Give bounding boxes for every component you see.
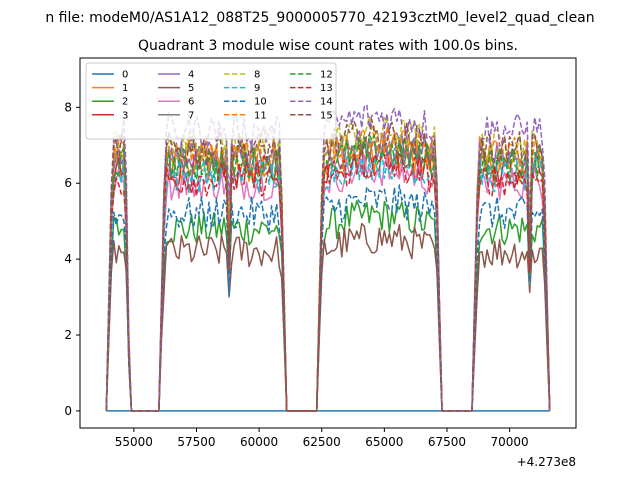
x-tick-label: 62500 — [303, 435, 341, 449]
legend-label-11: 11 — [254, 110, 267, 121]
series-line-6 — [105, 153, 551, 412]
legend-label-12: 12 — [320, 70, 333, 81]
legend-label-7: 7 — [188, 110, 194, 121]
series-line-2 — [105, 200, 551, 412]
x-tick-label: 67500 — [428, 435, 466, 449]
y-tick-label: 2 — [64, 328, 72, 342]
x-offset-label: +4.273e8 — [517, 455, 576, 469]
series-line-10 — [105, 184, 551, 412]
y-tick-label: 0 — [64, 404, 72, 418]
x-tick-label: 55000 — [115, 435, 153, 449]
legend-label-15: 15 — [320, 110, 333, 121]
series-line-15 — [105, 118, 551, 412]
legend-label-9: 9 — [254, 83, 260, 94]
x-tick-label: 65000 — [365, 435, 403, 449]
x-axis: 55000 57500 60000 62500 65000 67500 70000 — [115, 428, 529, 449]
y-tick-label: 8 — [64, 100, 72, 114]
series-layer — [105, 104, 551, 412]
chart-title: Quadrant 3 module wise count rates with … — [138, 38, 518, 54]
series-line-12 — [105, 134, 551, 412]
legend-label-8: 8 — [254, 70, 260, 81]
legend-label-13: 13 — [320, 83, 333, 94]
y-axis: 0 2 4 6 8 — [64, 100, 80, 418]
series-line-5 — [105, 222, 551, 412]
x-tick-label: 60000 — [240, 435, 278, 449]
y-tick-label: 6 — [64, 176, 72, 190]
legend-label-6: 6 — [188, 97, 194, 108]
legend-label-3: 3 — [122, 110, 128, 121]
legend-label-0: 0 — [122, 70, 128, 81]
plot-frame — [79, 57, 577, 429]
x-tick-label: 57500 — [177, 435, 215, 449]
series-line-3 — [105, 144, 551, 412]
y-tick-label: 4 — [64, 252, 72, 266]
x-tick-label: 70000 — [491, 435, 529, 449]
legend-label-10: 10 — [254, 97, 267, 108]
series-line-9 — [105, 146, 551, 412]
legend-frame — [85, 62, 337, 140]
legend-label-2: 2 — [122, 97, 128, 108]
legend-label-1: 1 — [122, 83, 128, 94]
legend-label-5: 5 — [188, 83, 194, 94]
figure-suptitle: n file: modeM0/AS1A12_088T25_9000005770_… — [45, 10, 594, 26]
legend-label-4: 4 — [188, 70, 194, 81]
legend-label-14: 14 — [320, 97, 333, 108]
